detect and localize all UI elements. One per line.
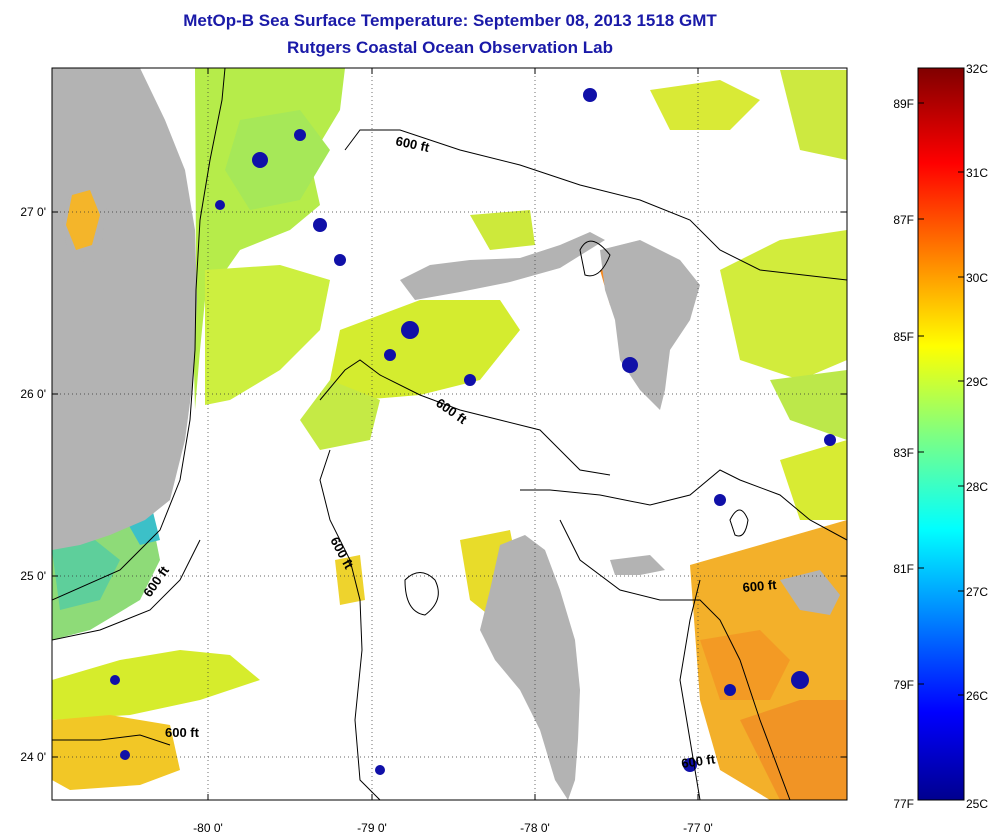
colorbar-celsius-label: 32C: [966, 62, 988, 76]
colorbar-celsius-label: 28C: [966, 480, 988, 494]
colorbar-fahrenheit-label: 79F: [893, 678, 914, 692]
depth-contours: [52, 68, 847, 800]
colorbar-celsius-label: 31C: [966, 166, 988, 180]
y-tick-label: 24 0': [20, 750, 46, 764]
contour-label: 600 ft: [742, 577, 778, 595]
eleuthera-island: [780, 570, 840, 615]
x-tick-label: -80 0': [193, 821, 223, 835]
colorbar-fahrenheit-label: 87F: [893, 213, 914, 227]
map-title: MetOp-B Sea Surface Temperature: Septemb…: [183, 11, 717, 30]
grid-lines: [52, 68, 847, 800]
map-frame: [51, 67, 848, 801]
x-tick-label: -79 0': [357, 821, 387, 835]
y-tick-label: 26 0': [20, 387, 46, 401]
axis-ticks: [52, 68, 847, 800]
colorbar-celsius-label: 26C: [966, 689, 988, 703]
x-tick-label: -77 0': [683, 821, 713, 835]
colorbar-fahrenheit-label: 81F: [893, 562, 914, 576]
contour-label: 600 ft: [394, 133, 431, 155]
colorbar-celsius-label: 25C: [966, 797, 988, 811]
map-area: 600 ft 600 ft 600 ft 600 ft 600 ft 600 f…: [52, 68, 847, 800]
colorbar-fahrenheit-label: 77F: [893, 797, 914, 811]
colorbar-celsius-label: 29C: [966, 375, 988, 389]
grand-bahama-island: [400, 232, 605, 300]
colorbar-fahrenheit-label: 83F: [893, 446, 914, 460]
x-tick-label: -78 0': [520, 821, 550, 835]
colorbar-celsius-label: 30C: [966, 271, 988, 285]
colorbar-gradient: [917, 67, 965, 801]
andros-island: [480, 535, 580, 800]
y-tick-label: 25 0': [20, 569, 46, 583]
map-subtitle: Rutgers Coastal Ocean Observation Lab: [287, 38, 613, 57]
colorbar: 32C 31C 30C 29C 28C 27C 26C 25C 89F 87F …: [893, 62, 988, 811]
cold-spots: [110, 88, 836, 775]
colorbar-ticks: [918, 102, 964, 696]
new-providence-island: [610, 555, 665, 575]
contour-label: 600 ft: [680, 751, 716, 771]
colorbar-celsius-label: 27C: [966, 585, 988, 599]
colorbar-fahrenheit-label: 89F: [893, 97, 914, 111]
contour-label: 600 ft: [165, 725, 200, 740]
colorbar-fahrenheit-label: 85F: [893, 330, 914, 344]
y-tick-label: 27 0': [20, 205, 46, 219]
